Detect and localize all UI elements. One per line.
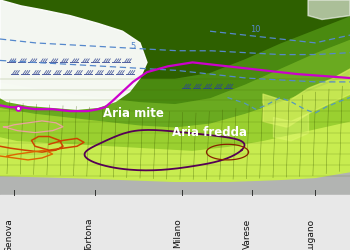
Text: Aria fredda: Aria fredda <box>173 126 247 139</box>
Text: Genova: Genova <box>5 218 14 250</box>
Text: Tortona: Tortona <box>85 218 94 250</box>
Polygon shape <box>308 0 350 20</box>
Polygon shape <box>0 0 147 109</box>
Text: Aria mite: Aria mite <box>103 106 163 120</box>
Text: 5: 5 <box>130 42 136 51</box>
Text: Milano: Milano <box>173 218 182 248</box>
Text: Lugano: Lugano <box>306 218 315 250</box>
Text: Varese: Varese <box>243 218 252 249</box>
Text: 10: 10 <box>250 25 261 34</box>
